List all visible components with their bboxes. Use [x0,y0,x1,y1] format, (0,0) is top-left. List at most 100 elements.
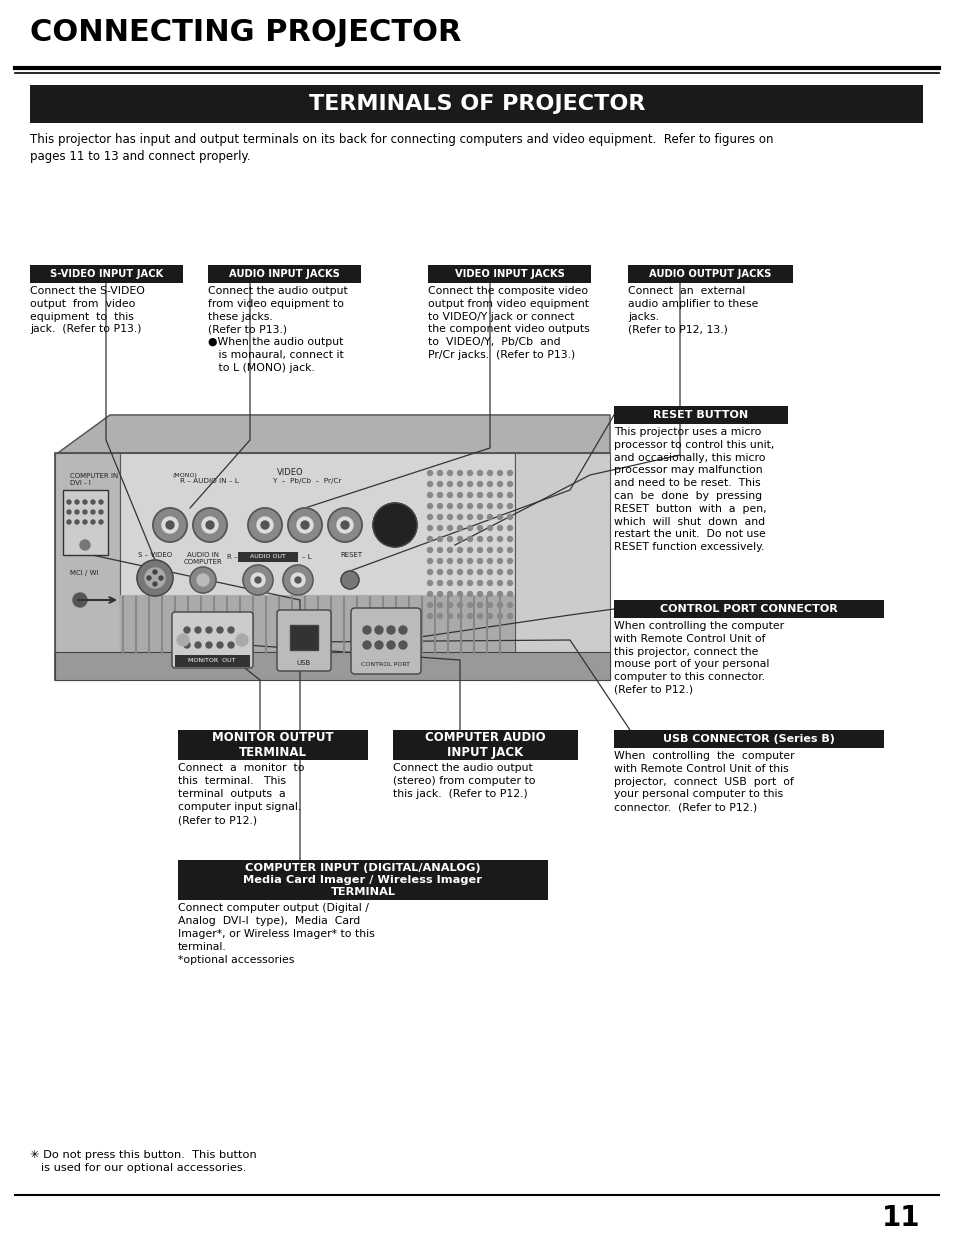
Circle shape [427,526,432,531]
Circle shape [457,471,462,475]
Circle shape [447,504,452,509]
Circle shape [477,482,482,487]
Circle shape [340,571,358,589]
Circle shape [497,558,502,563]
Circle shape [457,592,462,597]
Circle shape [427,515,432,520]
Circle shape [283,564,313,595]
Circle shape [75,510,79,514]
Circle shape [447,580,452,585]
Circle shape [477,471,482,475]
Text: Connect the S-VIDEO
output  from  video
equipment  to  this
jack.  (Refer to P13: Connect the S-VIDEO output from video eq… [30,287,145,335]
Polygon shape [55,415,609,454]
Circle shape [477,547,482,552]
Circle shape [507,547,512,552]
Circle shape [261,521,269,529]
Circle shape [457,558,462,563]
Circle shape [467,603,472,608]
Circle shape [447,536,452,541]
Circle shape [487,569,492,574]
Circle shape [457,504,462,509]
Circle shape [437,569,442,574]
Circle shape [387,641,395,650]
Circle shape [99,510,103,514]
Circle shape [91,520,95,524]
Circle shape [216,642,223,648]
Text: MCI / WI: MCI / WI [70,571,98,576]
Circle shape [216,627,223,634]
Text: AUDIO IN
COMPUTER: AUDIO IN COMPUTER [183,552,222,564]
Circle shape [256,517,273,534]
Circle shape [477,526,482,531]
Circle shape [427,547,432,552]
Circle shape [301,521,309,529]
Circle shape [467,580,472,585]
Circle shape [363,626,371,634]
Circle shape [254,577,261,583]
Circle shape [467,493,472,498]
Text: AUDIO OUTPUT JACKS: AUDIO OUTPUT JACKS [649,269,771,279]
Circle shape [447,614,452,619]
FancyBboxPatch shape [237,552,297,562]
Circle shape [228,627,233,634]
Circle shape [251,573,265,587]
Circle shape [497,580,502,585]
Circle shape [507,482,512,487]
Circle shape [477,558,482,563]
Circle shape [152,582,157,585]
FancyBboxPatch shape [178,730,368,760]
Circle shape [497,569,502,574]
Circle shape [467,614,472,619]
Circle shape [206,642,212,648]
Circle shape [196,574,209,585]
Circle shape [67,500,71,504]
Text: – L: – L [302,555,312,559]
Circle shape [477,592,482,597]
Circle shape [447,515,452,520]
Circle shape [80,540,90,550]
Circle shape [373,503,416,547]
Circle shape [398,626,407,634]
Circle shape [477,603,482,608]
Text: AUDIO OUT: AUDIO OUT [250,555,286,559]
Circle shape [477,493,482,498]
FancyBboxPatch shape [178,860,547,900]
Circle shape [447,493,452,498]
Circle shape [507,603,512,608]
Circle shape [507,526,512,531]
Circle shape [507,536,512,541]
FancyBboxPatch shape [120,595,515,655]
Text: Connect  a  monitor  to
this  terminal.   This
terminal  outputs  a
computer inp: Connect a monitor to this terminal. This… [178,763,304,825]
Circle shape [427,592,432,597]
FancyBboxPatch shape [55,453,120,680]
Circle shape [507,580,512,585]
Circle shape [375,626,382,634]
Circle shape [507,471,512,475]
Circle shape [447,603,452,608]
Circle shape [294,577,301,583]
FancyBboxPatch shape [172,613,253,668]
FancyBboxPatch shape [30,266,183,283]
Circle shape [427,471,432,475]
Text: MONITOR  OUT: MONITOR OUT [188,658,235,663]
Circle shape [487,493,492,498]
Circle shape [457,536,462,541]
Text: Y  –  Pb/Cb  –  Pr/Cr: Y – Pb/Cb – Pr/Cr [273,478,341,484]
Circle shape [467,558,472,563]
Circle shape [487,592,492,597]
Text: VIDEO: VIDEO [276,468,303,477]
Text: When  controlling  the  computer
with Remote Control Unit of this
projector,  co: When controlling the computer with Remot… [614,751,794,813]
Circle shape [477,580,482,585]
Circle shape [477,614,482,619]
Circle shape [507,592,512,597]
Circle shape [437,536,442,541]
Circle shape [477,536,482,541]
Circle shape [487,614,492,619]
Circle shape [427,558,432,563]
Circle shape [427,603,432,608]
Circle shape [467,592,472,597]
Text: CONTROL PORT CONNECTOR: CONTROL PORT CONNECTOR [659,604,837,614]
Circle shape [447,471,452,475]
Text: COMPUTER IN
DVI - I: COMPUTER IN DVI - I [70,473,118,487]
Circle shape [336,517,353,534]
